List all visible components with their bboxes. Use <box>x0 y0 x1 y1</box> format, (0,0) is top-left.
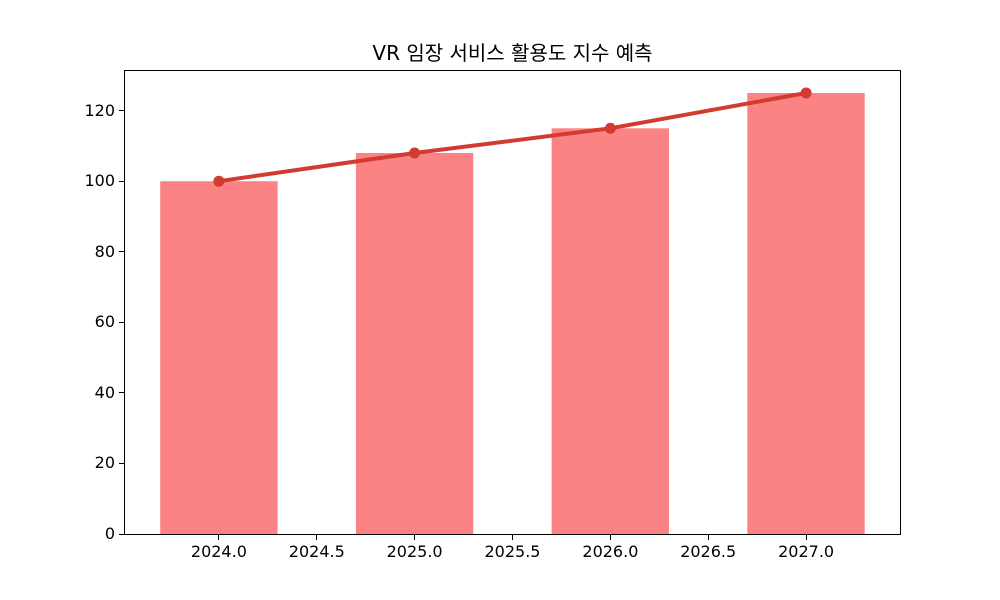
x-tick-label-2026.0: 2026.0 <box>582 542 639 561</box>
x-tick-mark-2024.0 <box>218 535 220 540</box>
y-tick-mark-60 <box>119 321 124 323</box>
y-tick-label-120: 120 <box>84 100 115 120</box>
marker-2025 <box>409 147 421 159</box>
y-tick-mark-20 <box>119 462 124 464</box>
y-tick-label-100: 100 <box>84 171 115 191</box>
y-tick-mark-80 <box>119 251 124 253</box>
y-tick-label-80: 80 <box>94 241 115 261</box>
x-tick-label-2026.5: 2026.5 <box>680 542 737 561</box>
marker-2024 <box>213 175 225 187</box>
bar-2025 <box>355 153 474 534</box>
plot-area <box>124 70 901 535</box>
x-tick-label-2025.5: 2025.5 <box>484 542 541 561</box>
x-tick-mark-2025.5 <box>512 535 513 540</box>
marker-2026 <box>604 122 616 134</box>
bar-2027 <box>747 93 865 534</box>
marker-2027 <box>800 87 812 99</box>
y-tick-mark-100 <box>119 180 124 182</box>
chart-canvas <box>160 87 865 534</box>
y-tick-label-60: 60 <box>94 312 115 332</box>
x-tick-mark-2025.0 <box>414 535 416 540</box>
x-tick-label-2027.0: 2027.0 <box>778 542 835 561</box>
x-tick-label-2024.5: 2024.5 <box>288 542 345 561</box>
x-tick-label-2024.0: 2024.0 <box>190 542 247 561</box>
bar-2026 <box>551 128 669 534</box>
y-tick-label-20: 20 <box>94 453 115 473</box>
y-tick-mark-120 <box>119 110 124 112</box>
x-tick-mark-2027.0 <box>805 535 807 540</box>
x-tick-mark-2024.5 <box>316 535 318 540</box>
y-tick-mark-40 <box>119 392 124 394</box>
trend-line <box>218 91 807 184</box>
chart-title: VR 임장 서비스 활용도 지수 예측 <box>372 41 653 65</box>
y-tick-label-0: 0 <box>104 524 115 543</box>
bar-2024 <box>160 181 278 534</box>
x-tick-mark-2026.5 <box>707 535 709 540</box>
x-tick-mark-2026.0 <box>609 535 611 540</box>
y-tick-mark-0 <box>119 533 124 535</box>
y-tick-label-40: 40 <box>94 382 115 402</box>
x-tick-label-2025.0: 2025.0 <box>386 542 443 561</box>
